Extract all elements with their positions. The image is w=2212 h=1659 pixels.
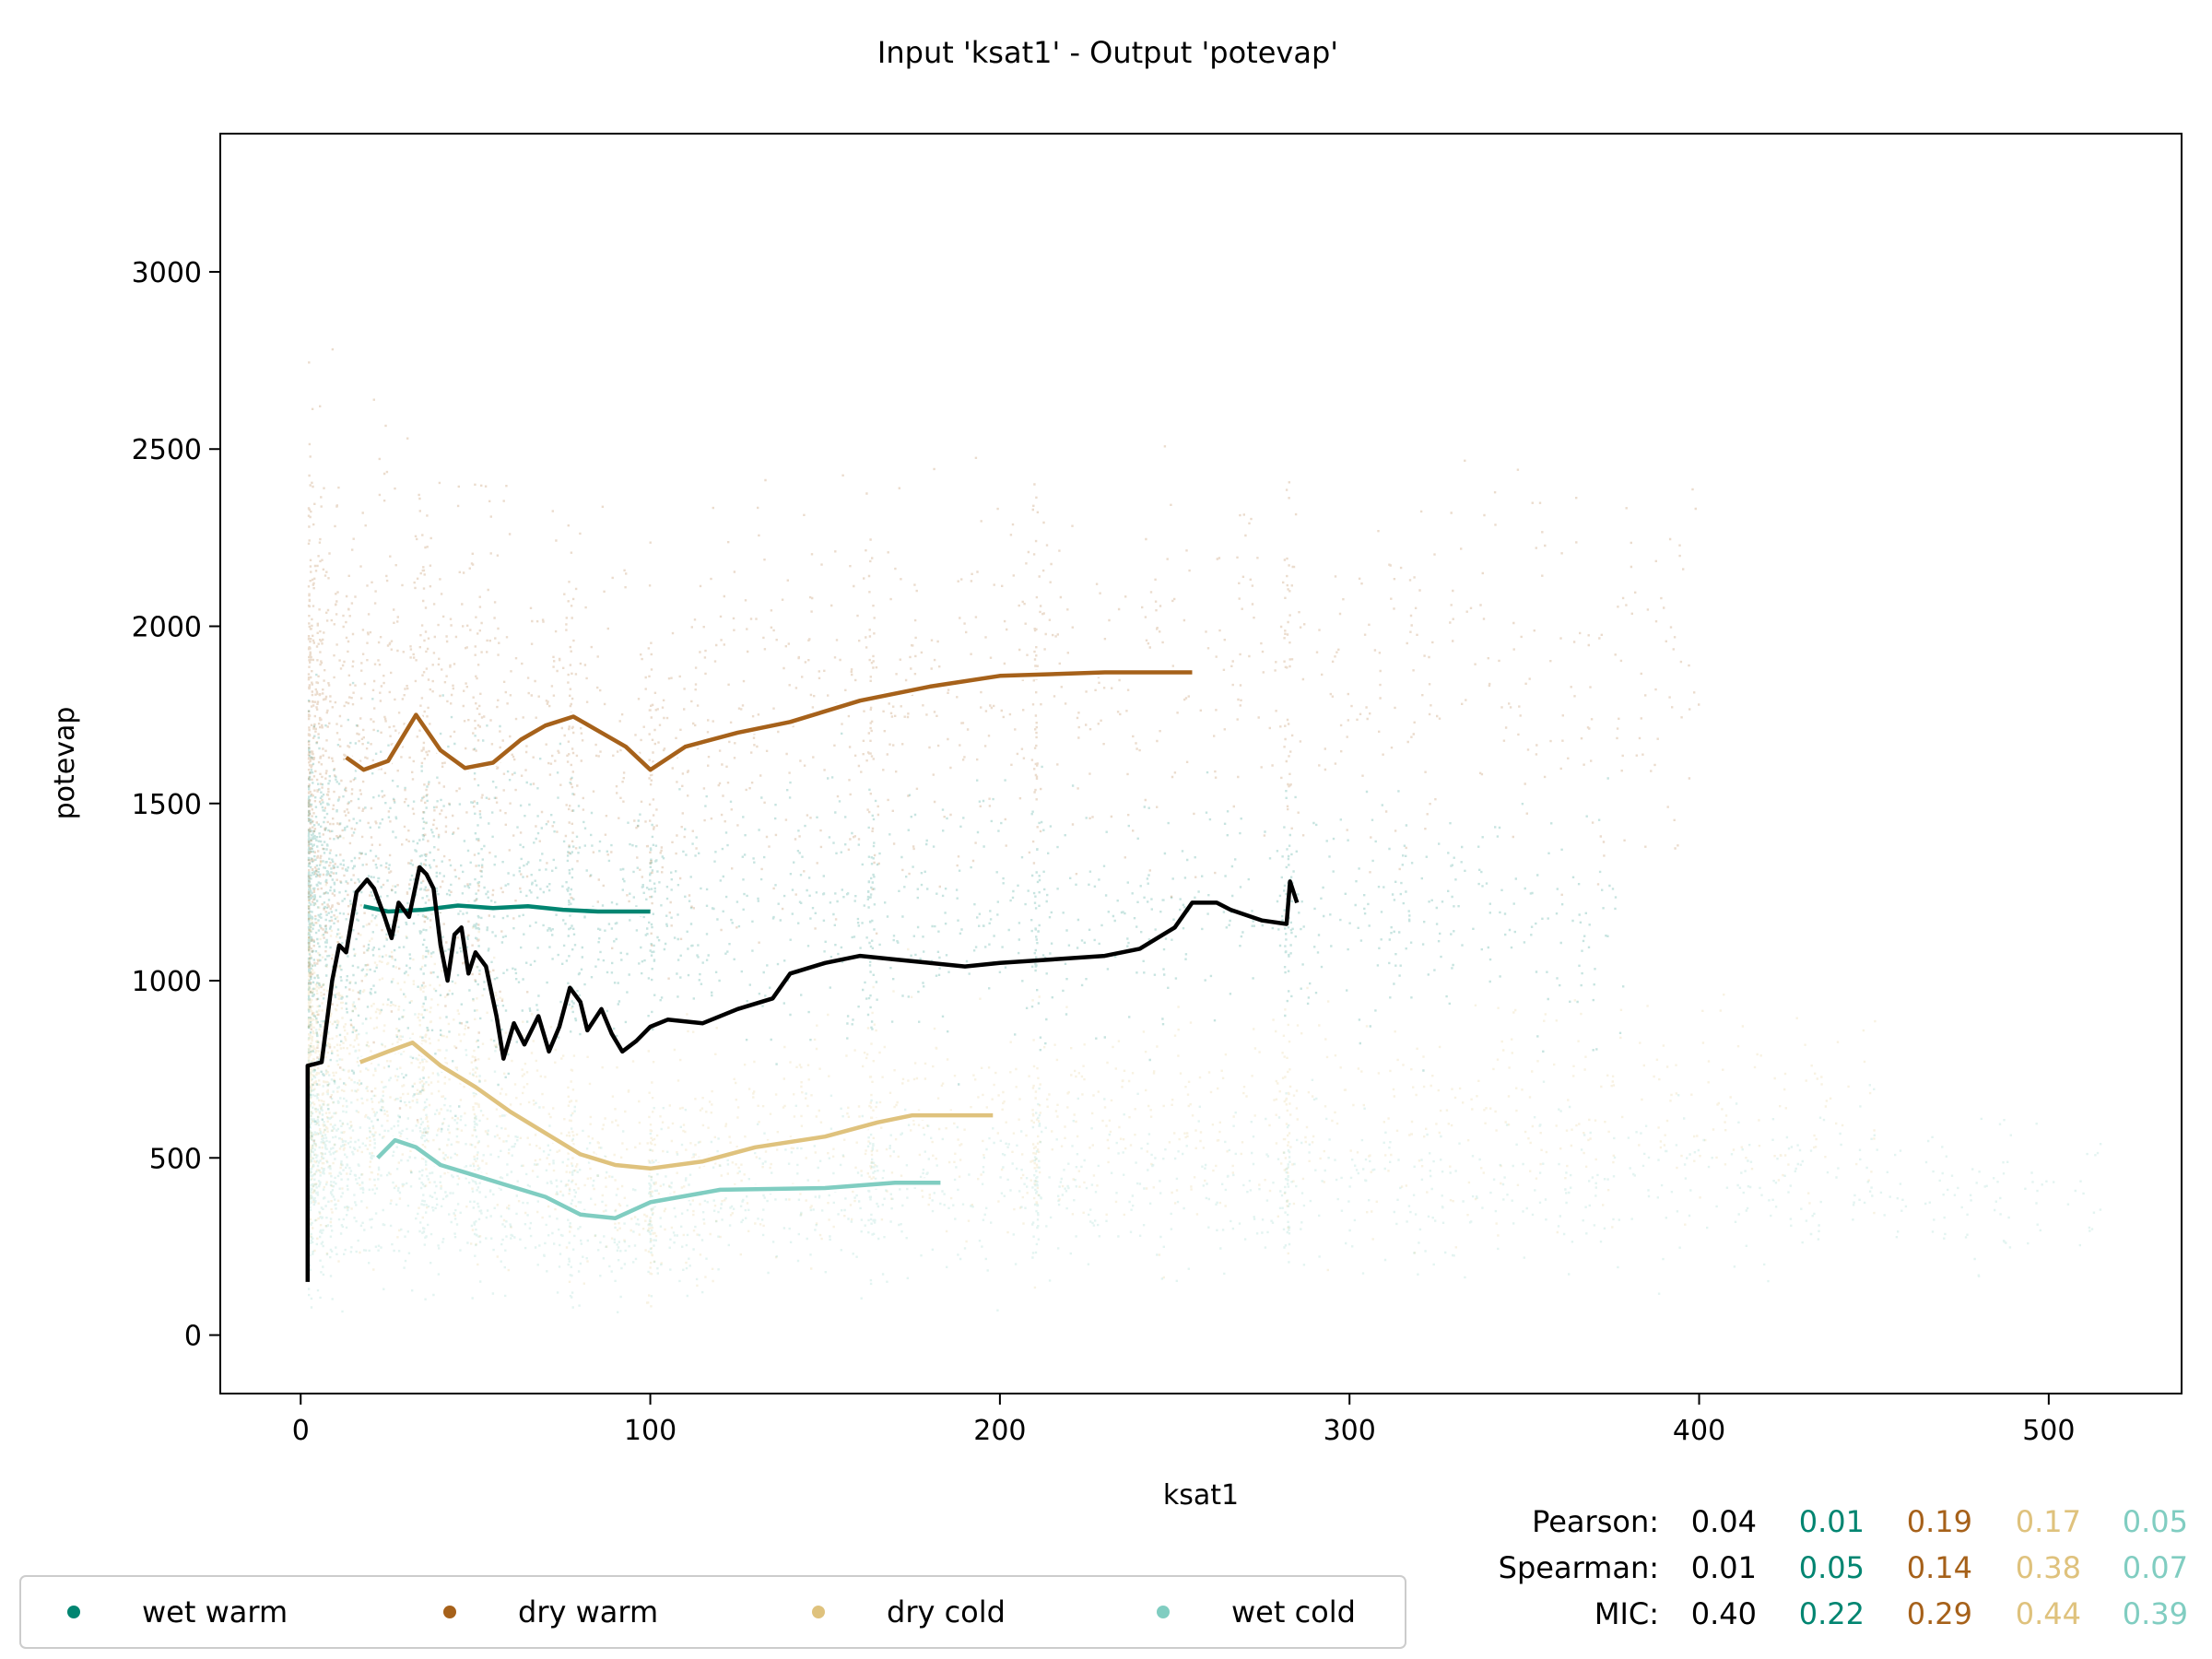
trend-halo-wet-cold bbox=[374, 1135, 941, 1223]
stat-label: MIC: bbox=[1594, 1596, 1659, 1631]
legend-marker bbox=[812, 1606, 825, 1618]
axes: 0 100 200 300 400 500 0 500 1000 1500 2000 2500 3000 bbox=[132, 257, 2076, 1447]
chart-title: Input 'ksat1' - Output 'potevap' bbox=[877, 35, 1338, 70]
legend-item: dry cold bbox=[812, 1594, 1006, 1630]
stat-value: 0.05 bbox=[2123, 1504, 2188, 1539]
stat-value: 0.38 bbox=[2016, 1550, 2081, 1585]
scatter-points-dry-cold bbox=[307, 822, 1877, 1308]
stat-value: 0.19 bbox=[1907, 1504, 1972, 1539]
legend-label: dry warm bbox=[518, 1594, 658, 1630]
y-tick-label: 1500 bbox=[132, 789, 202, 821]
y-tick-label: 2000 bbox=[132, 611, 202, 643]
stat-value: 0.07 bbox=[2123, 1550, 2188, 1585]
y-tick-label: 500 bbox=[149, 1143, 202, 1175]
y-tick-label: 1000 bbox=[132, 966, 202, 998]
stat-value: 0.22 bbox=[1799, 1596, 1865, 1631]
y-tick-label: 0 bbox=[184, 1321, 202, 1353]
trend-lines bbox=[305, 667, 1300, 1282]
plot-area bbox=[219, 133, 2183, 1394]
x-tick-label: 200 bbox=[973, 1415, 1026, 1447]
trend-halo-dry-warm bbox=[343, 667, 1193, 775]
correlation-stats: Pearson: 0.04 0.01 0.19 0.17 0.05 Spearman: 0.0… bbox=[1499, 1504, 2188, 1631]
legend-label: wet warm bbox=[142, 1594, 288, 1630]
legend-marker bbox=[67, 1606, 80, 1618]
stat-label: Pearson: bbox=[1532, 1504, 1659, 1539]
legend-marker bbox=[1157, 1606, 1170, 1618]
legend-item: wet cold bbox=[1157, 1594, 1356, 1630]
trend-line-dry-warm bbox=[345, 670, 1193, 772]
legend-label: dry cold bbox=[887, 1594, 1006, 1630]
stat-value: 0.04 bbox=[1691, 1504, 1757, 1539]
legend-label: wet cold bbox=[1231, 1594, 1356, 1630]
y-axis-label: potevap bbox=[49, 707, 81, 820]
x-tick-label: 500 bbox=[2022, 1415, 2075, 1447]
trend-line-wet-warm bbox=[363, 903, 651, 914]
stat-value: 0.01 bbox=[1691, 1550, 1757, 1585]
x-tick-label: 400 bbox=[1673, 1415, 1725, 1447]
trend-halo-dry-cold bbox=[358, 1038, 994, 1173]
x-tick-label: 300 bbox=[1324, 1415, 1376, 1447]
x-axis-label: ksat1 bbox=[1163, 1479, 1239, 1512]
stat-value: 0.14 bbox=[1907, 1550, 1972, 1585]
stat-value: 0.05 bbox=[1799, 1550, 1865, 1585]
y-tick-label: 2500 bbox=[132, 434, 202, 466]
stat-value: 0.01 bbox=[1799, 1504, 1865, 1539]
trend-line-dry-cold bbox=[359, 1041, 994, 1171]
stat-value: 0.40 bbox=[1691, 1596, 1757, 1631]
legend-marker bbox=[443, 1606, 456, 1618]
scatter-dry-cold bbox=[307, 822, 1877, 1308]
stat-value: 0.39 bbox=[2123, 1596, 2188, 1631]
legend-box bbox=[19, 1575, 1406, 1649]
legend-item: dry warm bbox=[443, 1594, 658, 1630]
x-tick-label: 100 bbox=[624, 1415, 677, 1447]
stat-value: 0.17 bbox=[2016, 1504, 2081, 1539]
stat-label: Spearman: bbox=[1499, 1550, 1659, 1585]
stat-value: 0.29 bbox=[1907, 1596, 1972, 1631]
legend-item: wet warm bbox=[67, 1594, 288, 1630]
x-tick-label: 0 bbox=[292, 1415, 310, 1447]
scatter-points bbox=[307, 347, 2102, 1313]
stat-value: 0.44 bbox=[2016, 1596, 2081, 1631]
trend-line-wet-cold bbox=[376, 1137, 941, 1220]
trend-line-overall bbox=[305, 865, 1300, 1282]
legend: wet warm dry warm dry cold wet cold bbox=[19, 1575, 1406, 1649]
y-tick-label: 3000 bbox=[132, 257, 202, 289]
